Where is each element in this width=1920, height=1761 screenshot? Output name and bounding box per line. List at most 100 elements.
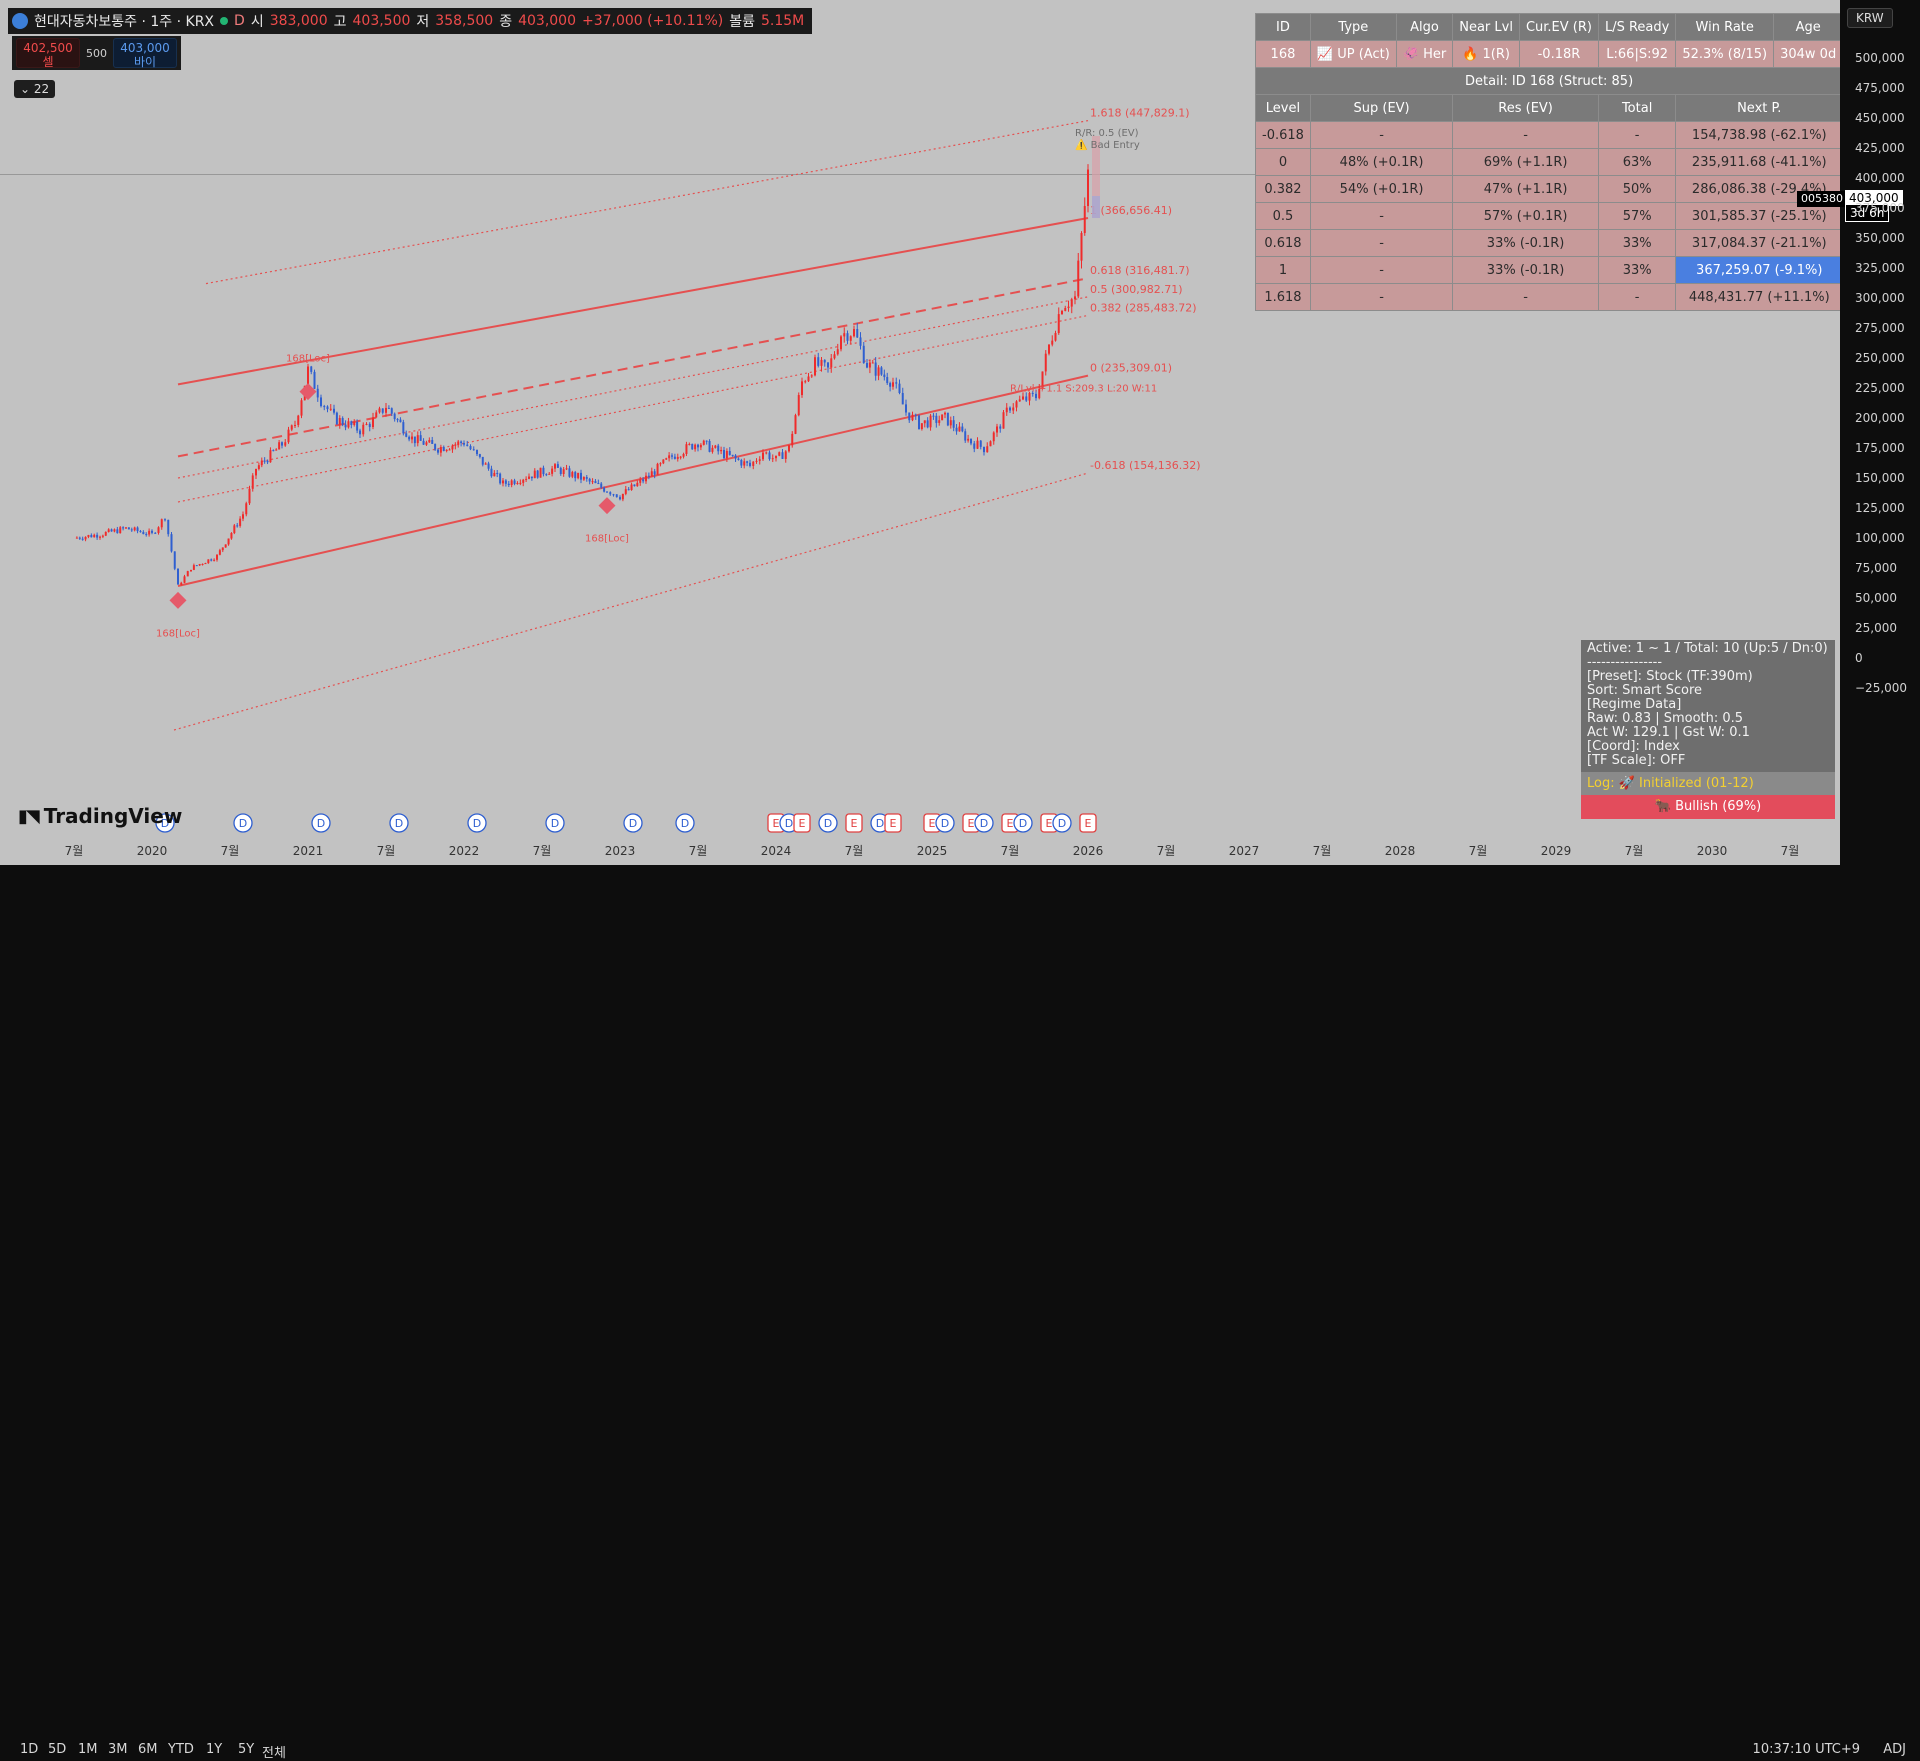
open-value: 383,000 <box>269 13 328 29</box>
dividend-marker <box>389 813 409 833</box>
price-tick-label: −25,000 <box>1855 681 1908 695</box>
timeframe-button[interactable]: 전체 <box>262 1746 286 1761</box>
channel-line <box>177 277 1089 458</box>
table-header-row: ID Type Algo Near Lvl Cur.EV (R) L/S Ready Win… <box>1255 13 1844 41</box>
x-axis-tick-label: 2026 <box>1073 844 1104 858</box>
table-cell: 54% (+0.1R) <box>1309 175 1454 203</box>
timeframe-button[interactable]: YTD <box>168 1742 194 1757</box>
candle-body <box>955 427 958 432</box>
candle-body <box>1022 396 1024 400</box>
clock[interactable]: 10:37:10 UTC+9 <box>1752 1742 1860 1757</box>
tradingview-logo[interactable]: ▮◥ TradingView <box>18 804 182 828</box>
candle-body <box>820 359 823 366</box>
entry-zone <box>1092 136 1100 219</box>
candle-body <box>895 382 898 384</box>
candle-body <box>170 534 173 552</box>
info-line: Active: 1 ~ 1 / Total: 10 (Up:5 / Dn:0) <box>1587 641 1828 656</box>
table-cell: 286,086.38 (-29.4%) <box>1675 175 1844 203</box>
candle-body <box>84 536 87 540</box>
x-axis-tick-label: 2025 <box>917 844 948 858</box>
candle-body <box>496 472 499 474</box>
channel-line <box>177 374 1089 587</box>
candle-body <box>734 455 737 459</box>
candle-body <box>533 470 536 479</box>
candle-body <box>148 530 151 535</box>
price-chart[interactable]: -0.618 (154,136.32) 0 (235,309.01) 0.382 (… <box>0 0 1840 865</box>
buy-button[interactable]: 403,000 바이 <box>113 38 177 69</box>
buy-sell-panel: 402,500 셀 500 403,000 바이 <box>12 36 181 70</box>
timeframe-button[interactable]: 5Y <box>238 1742 255 1757</box>
selected-structure-row: 168 📈 UP (Act) 🦑 Her 🔥 1(R) -0.18R L:66|S:92 5… <box>1255 40 1844 68</box>
candle-body <box>101 535 104 537</box>
candle-body <box>375 412 378 418</box>
candle-body <box>752 461 755 466</box>
currency-button[interactable]: KRW <box>1847 8 1893 28</box>
candle-body <box>510 480 513 486</box>
candle-body <box>694 444 697 450</box>
regime-badge: 🐂 Bullish (69%) <box>1581 795 1835 819</box>
candle-body <box>871 362 874 364</box>
candle-body <box>151 530 153 533</box>
event-marker-letter: D <box>941 817 949 830</box>
candle-body <box>218 550 221 555</box>
candle-body <box>932 415 935 417</box>
indicators-toggle[interactable]: ⌄ 22 <box>14 80 56 98</box>
candle-body <box>967 438 970 441</box>
candle-body <box>949 420 952 426</box>
candle-body <box>255 468 257 476</box>
order-quantity[interactable]: 500 <box>86 46 107 60</box>
candle-body <box>717 445 720 452</box>
market-status-icon <box>220 17 229 25</box>
table-cell: 48% (+0.1R) <box>1309 148 1454 176</box>
dividend-marker <box>974 813 994 833</box>
candle-body <box>408 436 411 440</box>
timeframe-button[interactable]: 1Y <box>206 1742 223 1757</box>
candle-body <box>918 415 920 430</box>
log-line: Log: 🚀 Initialized (01-12) <box>1581 772 1835 795</box>
chart-area[interactable]: -0.618 (154,136.32) 0 (235,309.01) 0.382 (… <box>0 0 1844 865</box>
candle-body <box>775 455 777 459</box>
candle-body <box>737 458 740 460</box>
dividend-marker <box>233 813 253 833</box>
price-scale[interactable] <box>1840 0 1920 865</box>
column-header: ID <box>1255 13 1311 41</box>
timeframe-button[interactable]: 3M <box>108 1742 128 1757</box>
price-tick-label: 275,000 <box>1855 321 1905 335</box>
candle-body <box>920 423 923 430</box>
candle-body <box>1002 412 1005 429</box>
candle-body <box>883 374 886 378</box>
candle-body <box>428 440 431 443</box>
channel-level-label: -0.618 (154,136.32) <box>1090 459 1201 472</box>
candle-body <box>116 529 119 534</box>
timeframe-button[interactable]: 5D <box>48 1742 67 1757</box>
table-cell: - <box>1452 283 1599 311</box>
price-tick-label: 300,000 <box>1855 291 1905 305</box>
candle-body <box>671 455 673 457</box>
candle-body <box>633 484 636 487</box>
candle-body <box>1012 407 1015 411</box>
candle-body <box>466 444 469 447</box>
sell-button[interactable]: 402,500 셀 <box>16 38 80 69</box>
timeframe-button[interactable]: 6M <box>138 1742 158 1757</box>
info-line: [TF Scale]: OFF <box>1587 753 1686 768</box>
column-header: Level <box>1255 94 1311 122</box>
candle-body <box>723 449 725 459</box>
candle-body <box>856 329 859 338</box>
candle-body <box>582 477 585 480</box>
candle-body <box>843 333 846 337</box>
timeframe-button[interactable]: 1D <box>20 1742 39 1757</box>
symbol-title[interactable]: 현대자동차보통주 · 1주 · KRX <box>34 14 215 30</box>
timeframe-button[interactable]: 1M <box>78 1742 98 1757</box>
dividend-marker <box>623 813 643 833</box>
candle-body <box>481 456 484 465</box>
adjustment-toggle[interactable]: ADJ <box>1883 1742 1906 1757</box>
candle-body <box>653 471 656 475</box>
candle-body <box>316 388 319 398</box>
event-marker-letter: D <box>824 817 832 830</box>
candle-body <box>647 475 650 477</box>
candle-body <box>272 450 275 452</box>
candle-body <box>817 357 820 366</box>
dividend-marker <box>935 813 955 833</box>
symbol-legend[interactable]: 현대자동차보통주 · 1주 · KRX D 시 383,000 고 403,500 … <box>8 8 813 34</box>
event-marker-letter: D <box>551 817 559 830</box>
